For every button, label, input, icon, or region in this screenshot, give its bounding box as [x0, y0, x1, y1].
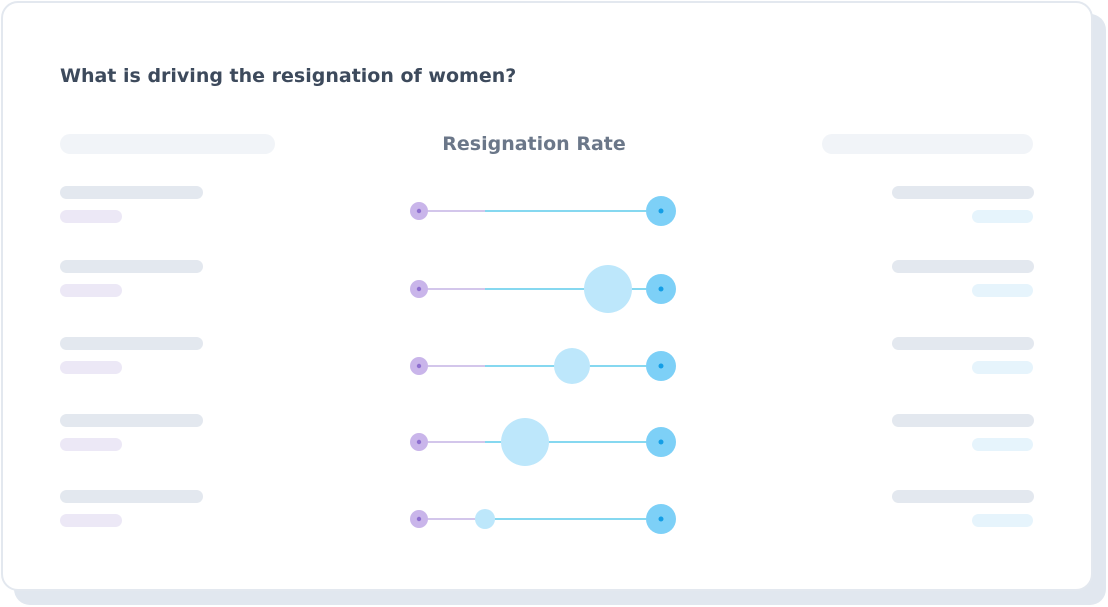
placeholder — [60, 438, 122, 451]
end-dot-center — [658, 439, 664, 445]
bubble — [554, 348, 590, 384]
end-dot-center — [658, 208, 664, 214]
placeholder — [972, 210, 1033, 223]
placeholder — [60, 414, 203, 427]
start-dot-center — [416, 439, 422, 445]
placeholder — [60, 284, 122, 297]
placeholder — [972, 284, 1033, 297]
chart-heading: Resignation Rate — [442, 133, 626, 155]
placeholder — [60, 514, 122, 527]
placeholder — [60, 186, 203, 199]
start-dot-center — [416, 208, 422, 214]
placeholder — [892, 186, 1034, 199]
placeholder — [972, 438, 1033, 451]
placeholder — [972, 361, 1033, 374]
placeholder — [60, 337, 203, 350]
end-dot-center — [658, 286, 664, 292]
placeholder — [892, 260, 1034, 273]
start-dot-center — [416, 286, 422, 292]
bubble — [501, 418, 549, 466]
card — [1, 1, 1093, 591]
bubble — [584, 265, 632, 313]
end-dot-center — [658, 363, 664, 369]
placeholder — [60, 361, 122, 374]
placeholder — [892, 490, 1034, 503]
rows — [60, 186, 1034, 534]
placeholder — [892, 337, 1034, 350]
placeholder — [60, 210, 122, 223]
bubble — [475, 509, 495, 529]
placeholder — [60, 490, 203, 503]
placeholder — [822, 134, 1033, 154]
start-dot-center — [416, 363, 422, 369]
placeholder — [972, 514, 1033, 527]
title: What is driving the resignation of women… — [60, 65, 516, 87]
start-dot-center — [416, 516, 422, 522]
placeholder — [60, 134, 275, 154]
placeholder — [892, 414, 1034, 427]
end-dot-center — [658, 516, 664, 522]
placeholder — [60, 260, 203, 273]
